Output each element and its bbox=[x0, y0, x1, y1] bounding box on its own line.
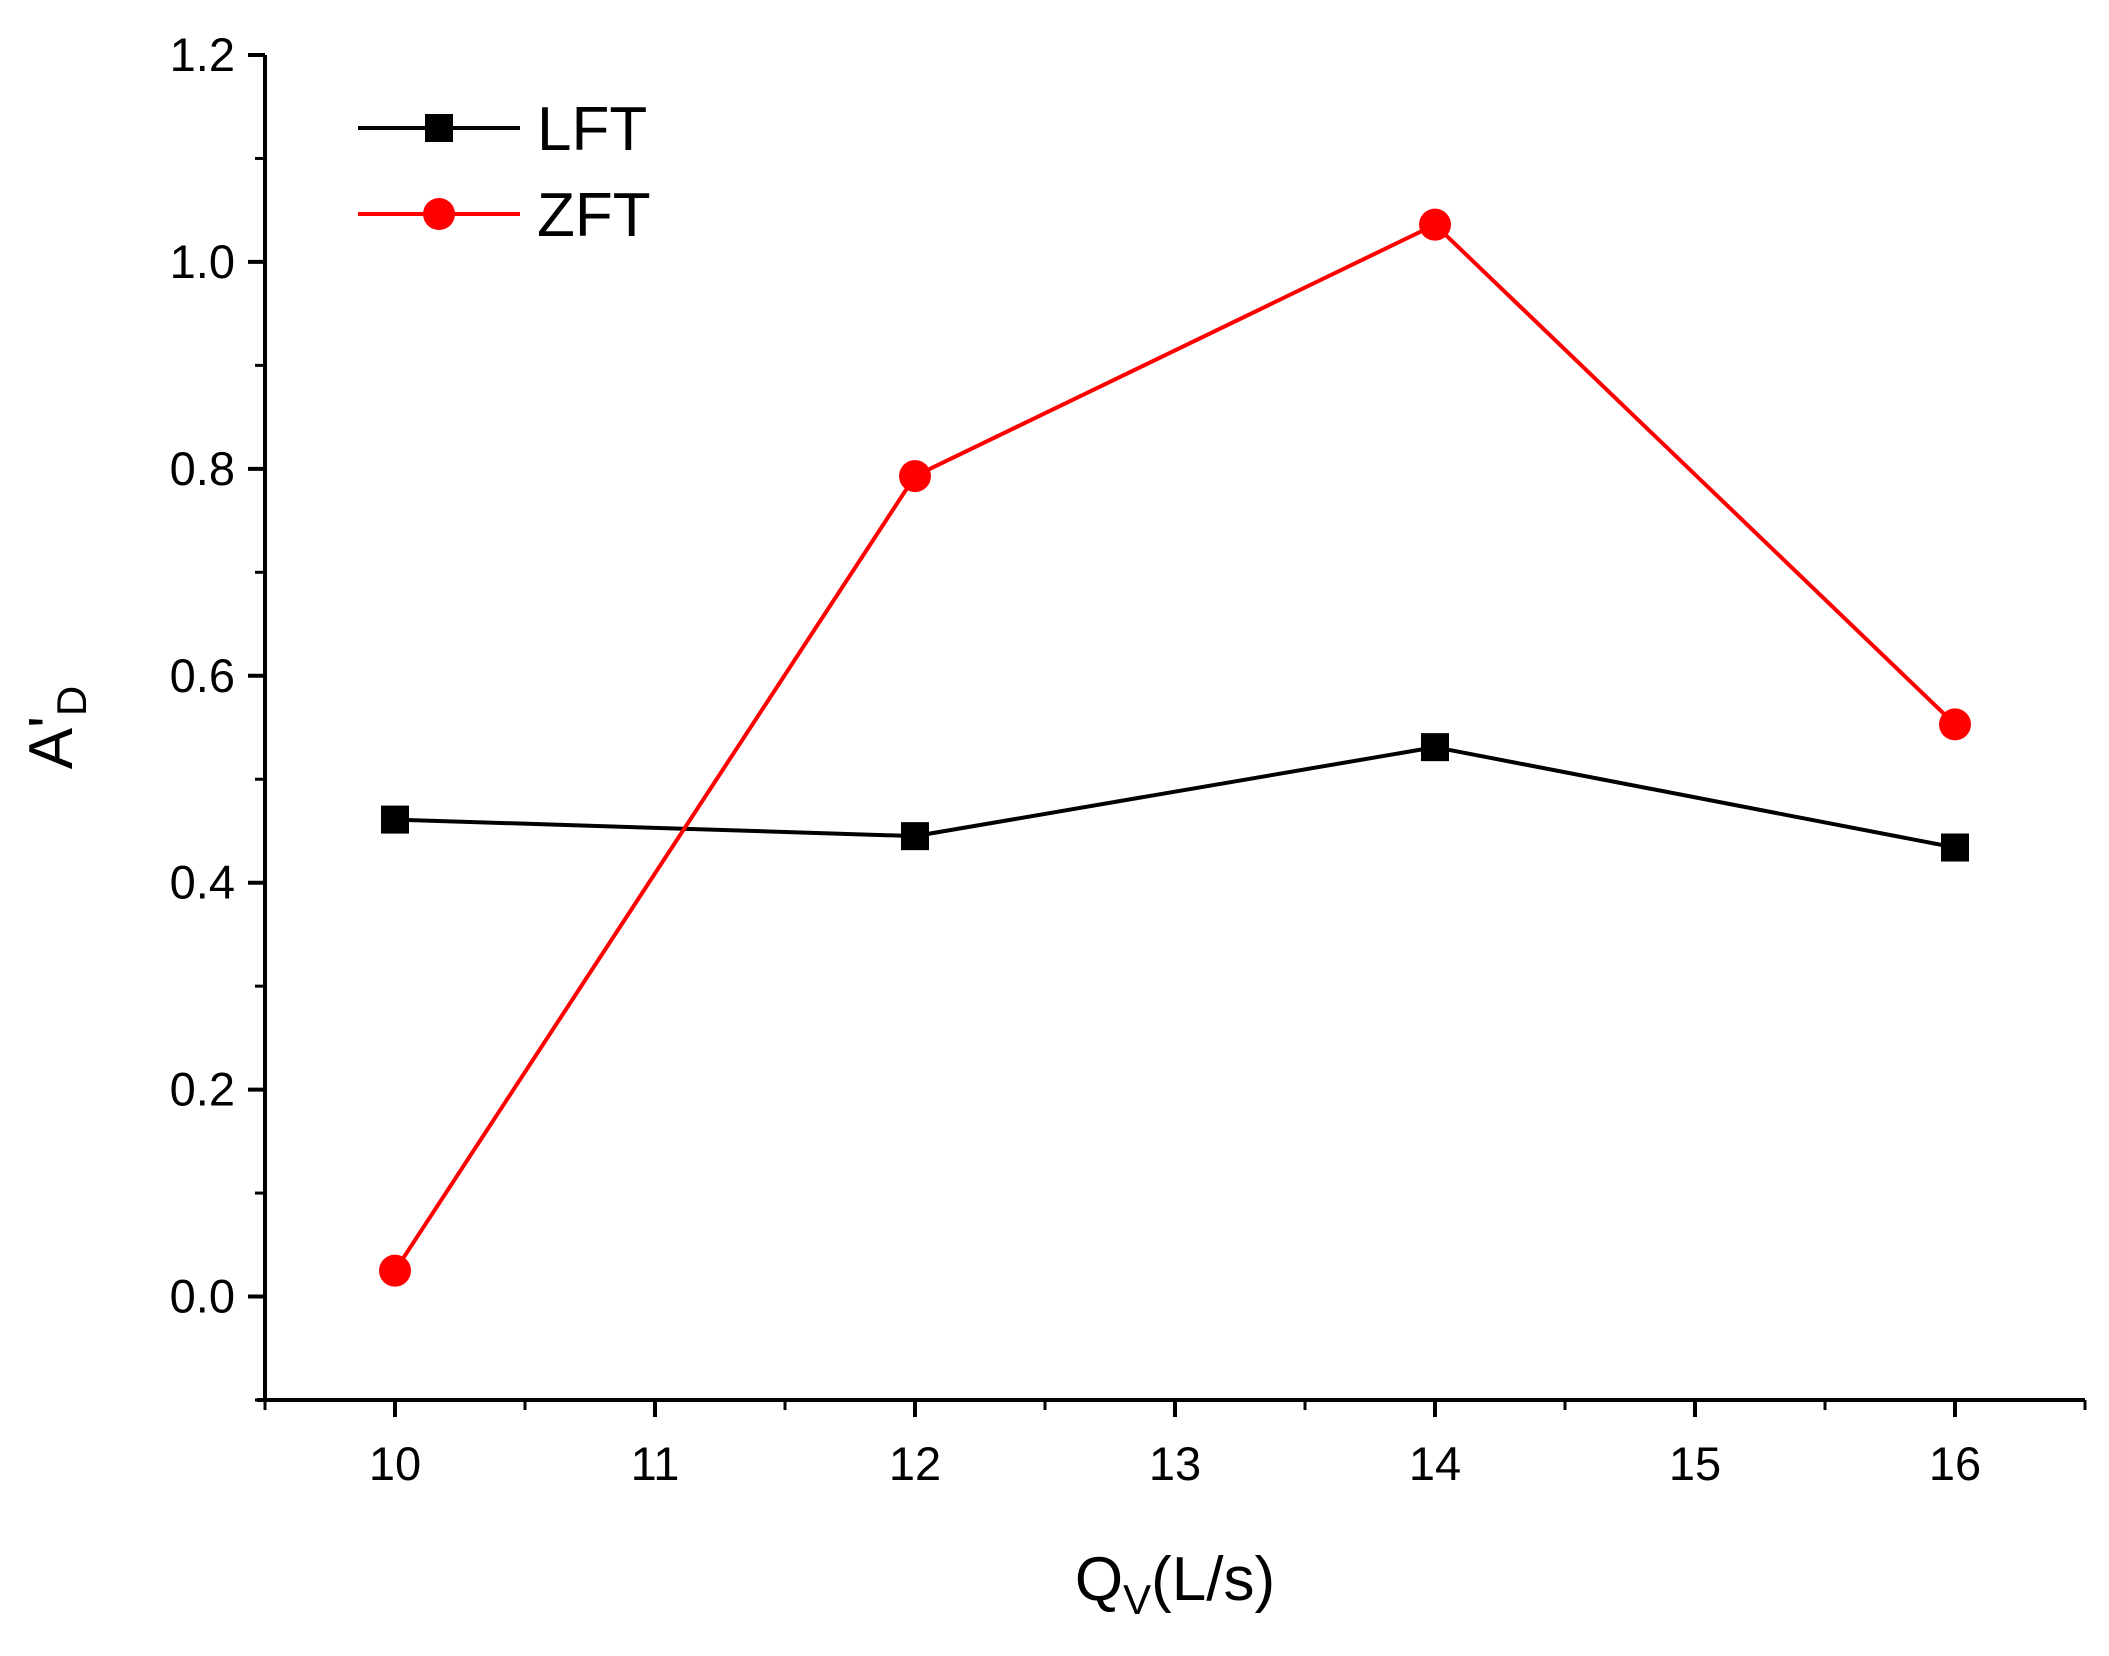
series-line-zft bbox=[393, 222, 1957, 1272]
x-axis-title: QV(L/s) bbox=[1075, 1545, 1275, 1623]
x-tick-label: 11 bbox=[631, 1437, 680, 1490]
legend-label: ZFT bbox=[537, 181, 651, 250]
x-tick-label: 14 bbox=[1409, 1437, 1461, 1490]
legend-item-lft: LFT bbox=[358, 95, 647, 164]
data-point-lft bbox=[901, 822, 929, 851]
x-axis-title-sub: V bbox=[1123, 1576, 1151, 1623]
y-tick-label: 1.0 bbox=[170, 235, 235, 288]
series-zft bbox=[379, 208, 1971, 1287]
data-point-zft bbox=[1939, 708, 1971, 741]
x-axis-title-rest: (L/s) bbox=[1151, 1545, 1275, 1614]
legend-marker bbox=[425, 114, 453, 142]
legend-marker bbox=[423, 198, 455, 230]
y-tick-label: 0.8 bbox=[170, 442, 235, 495]
data-point-zft bbox=[1419, 208, 1451, 241]
legend: LFT ZFT bbox=[358, 95, 651, 250]
data-point-zft bbox=[379, 1254, 411, 1287]
y-tick-label: 1.2 bbox=[170, 28, 235, 81]
y-tick-label: 0.0 bbox=[170, 1270, 235, 1323]
x-tick-label: 10 bbox=[369, 1437, 421, 1490]
legend-label: LFT bbox=[537, 95, 647, 164]
x-tick-label: 15 bbox=[1669, 1437, 1721, 1490]
x-tick-label: 16 bbox=[1929, 1437, 1981, 1490]
legend-item-zft: ZFT bbox=[358, 181, 651, 250]
y-tick-label: 0.6 bbox=[170, 649, 235, 702]
y-axis-title-main: A' bbox=[17, 716, 86, 769]
data-point-lft bbox=[1421, 733, 1449, 762]
data-point-lft bbox=[381, 805, 409, 834]
data-point-zft bbox=[899, 460, 931, 493]
y-axis-title-sub: D bbox=[48, 686, 95, 716]
x-axis-title-main: Q bbox=[1075, 1545, 1123, 1614]
y-axis-title: A'D bbox=[17, 686, 95, 770]
axes: 10 11 12 13 14 15 16 0.0 0.2 0.4 0.6 0.8 1.0 1.2 bbox=[170, 28, 2087, 1490]
x-tick-label: 12 bbox=[889, 1437, 941, 1490]
series-lft bbox=[381, 733, 1969, 862]
series-line-lft bbox=[394, 745, 1956, 850]
y-tick-label: 0.2 bbox=[170, 1063, 235, 1116]
data-point-lft bbox=[1941, 833, 1969, 862]
y-tick-label: 0.4 bbox=[170, 856, 235, 909]
series-layer bbox=[379, 208, 1971, 1287]
x-tick-label: 13 bbox=[1149, 1437, 1201, 1490]
